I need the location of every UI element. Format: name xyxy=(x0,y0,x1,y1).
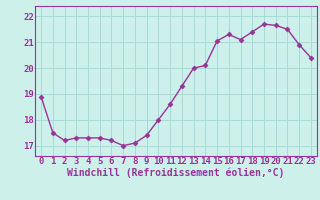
X-axis label: Windchill (Refroidissement éolien,°C): Windchill (Refroidissement éolien,°C) xyxy=(67,168,285,178)
